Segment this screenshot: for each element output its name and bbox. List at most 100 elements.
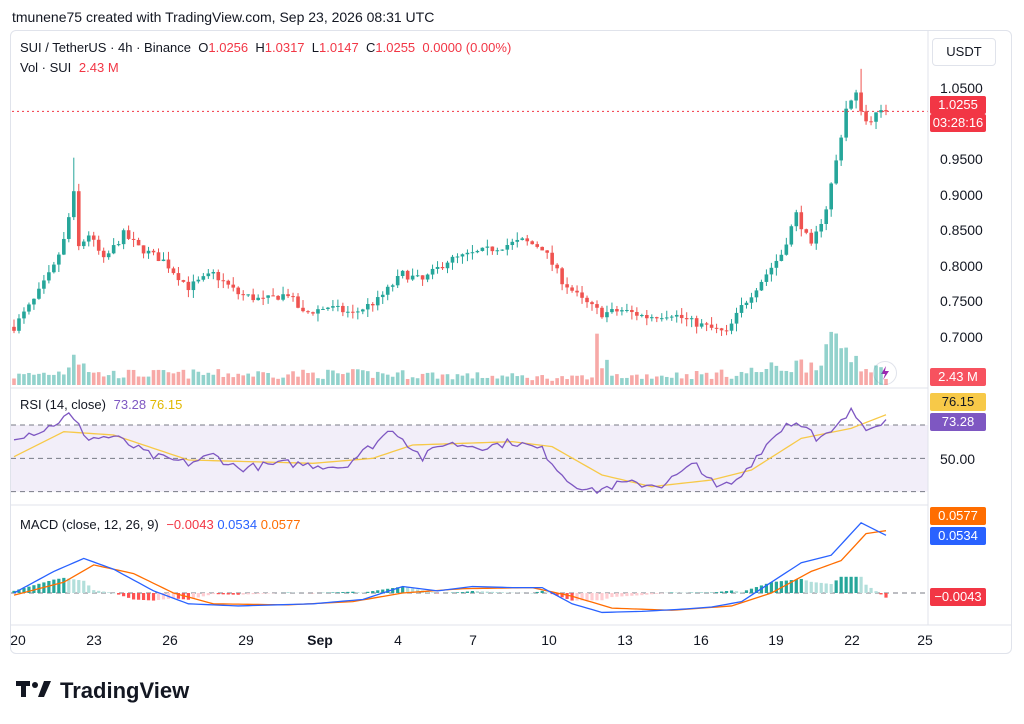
macd-legend: MACD (close, 12, 26, 9) −0.0043 0.0534 0…: [20, 517, 300, 532]
macd-histogram-bar: [635, 593, 639, 596]
candle-body: [161, 259, 166, 262]
candle-body: [62, 238, 66, 255]
volume-bar: [316, 378, 320, 385]
volume-bar: [221, 376, 226, 385]
macd-histogram-bar: [57, 578, 61, 593]
volume-bar: [470, 378, 475, 385]
candle-body: [480, 247, 485, 251]
volume-bar: [769, 362, 774, 385]
volume-bar: [679, 378, 684, 385]
volume-bar: [510, 373, 515, 385]
currency-button[interactable]: USDT: [932, 38, 996, 66]
symbol-pair[interactable]: SUI / TetherUS · 4h · Binance: [20, 40, 192, 55]
volume-bar: [365, 371, 370, 385]
candle-body: [351, 311, 355, 313]
volume-bar: [834, 333, 838, 385]
volume-bar: [351, 369, 355, 385]
candle-body: [415, 275, 420, 277]
volume-layer: [12, 331, 888, 385]
volume-bar: [71, 354, 76, 385]
volume-bar: [246, 373, 250, 385]
macd-histogram-bar: [505, 592, 509, 593]
volume-bar: [156, 369, 161, 385]
macd-histogram-bar: [236, 593, 240, 595]
volume-bar: [256, 371, 260, 385]
volume-bar: [475, 372, 480, 385]
macd-histogram-bar: [480, 591, 484, 593]
candle-body: [774, 260, 779, 268]
candle-body: [630, 309, 634, 313]
volume-bar: [879, 367, 883, 385]
macd-histogram-bar: [72, 579, 76, 593]
candle-body: [271, 295, 275, 297]
volume-bar: [191, 369, 196, 385]
candle-body: [490, 246, 495, 252]
rsi-value: 73.28: [113, 397, 147, 412]
macd-signal-value: 0.0577: [260, 517, 301, 532]
candle-body: [769, 267, 774, 275]
candle-body: [395, 276, 400, 286]
volume-bar: [759, 372, 764, 385]
macd-histogram-bar: [814, 582, 818, 593]
candle-body: [17, 318, 21, 331]
macd-histogram-bar: [829, 584, 833, 593]
volume-bar: [829, 331, 833, 385]
candle-body: [550, 252, 554, 265]
volume-bar: [654, 376, 659, 385]
volume-bar: [709, 378, 714, 385]
macd-histogram-bar: [391, 588, 395, 593]
rsi-legend: RSI (14, close) 73.28 76.15: [20, 397, 182, 412]
candle-body: [460, 254, 465, 257]
macd-histogram-bar: [52, 579, 56, 593]
volume-bar: [650, 378, 654, 385]
macd-histogram-bar: [87, 585, 91, 593]
macd-histogram-bar: [729, 590, 734, 593]
candle-body: [256, 297, 260, 301]
candle-body: [106, 253, 111, 258]
macd-histogram-bar: [530, 593, 534, 594]
volume-badge: 2.43 M: [930, 368, 986, 386]
macd-histogram-bar: [585, 593, 589, 601]
volume-bar: [495, 378, 500, 385]
candle-body: [91, 235, 96, 240]
macd-histogram-bar: [136, 593, 141, 600]
macd-histogram-bar: [615, 593, 619, 597]
macd-histogram-bar: [475, 591, 480, 593]
volume-bar: [286, 374, 290, 385]
macd-histogram-bar: [724, 591, 729, 593]
high-value: 1.0317: [264, 40, 305, 55]
volume-bar: [420, 373, 425, 385]
hist-badge: −0.0043: [930, 588, 986, 606]
macd-histogram-bar: [176, 593, 181, 599]
macd-histogram-bar: [455, 592, 460, 593]
rsi-title[interactable]: RSI (14, close): [20, 397, 106, 412]
volume-bar: [231, 377, 236, 385]
macd-histogram-bar: [630, 593, 634, 596]
candle-body: [176, 273, 181, 281]
macd-histogram-bar: [839, 576, 843, 593]
macd-histogram-bar: [590, 593, 594, 601]
volume-bar: [32, 374, 36, 385]
candle-body: [824, 209, 829, 224]
candle-body: [615, 309, 619, 312]
candle-body: [535, 244, 539, 247]
volume-label[interactable]: Vol · SUI: [20, 60, 72, 75]
macd-value: 0.0534: [217, 517, 258, 532]
candle-body: [704, 323, 709, 325]
candle-body: [764, 274, 769, 282]
volume-bar: [425, 372, 430, 385]
macd-histogram-bar: [366, 591, 370, 593]
volume-bar: [535, 376, 539, 385]
volume-bar: [555, 378, 559, 385]
macd-histogram-bar: [416, 589, 420, 593]
candle-body: [181, 280, 186, 282]
macd-title[interactable]: MACD (close, 12, 26, 9): [20, 517, 159, 532]
candle-body: [311, 312, 315, 314]
candle-body: [500, 249, 505, 251]
symbol-legend: SUI / TetherUS · 4h · Binance O1.0256 H1…: [20, 40, 511, 55]
volume-bar: [704, 372, 709, 385]
candle-body: [196, 279, 201, 282]
volume-bar: [201, 374, 206, 385]
macd-histogram-bar: [809, 581, 813, 593]
